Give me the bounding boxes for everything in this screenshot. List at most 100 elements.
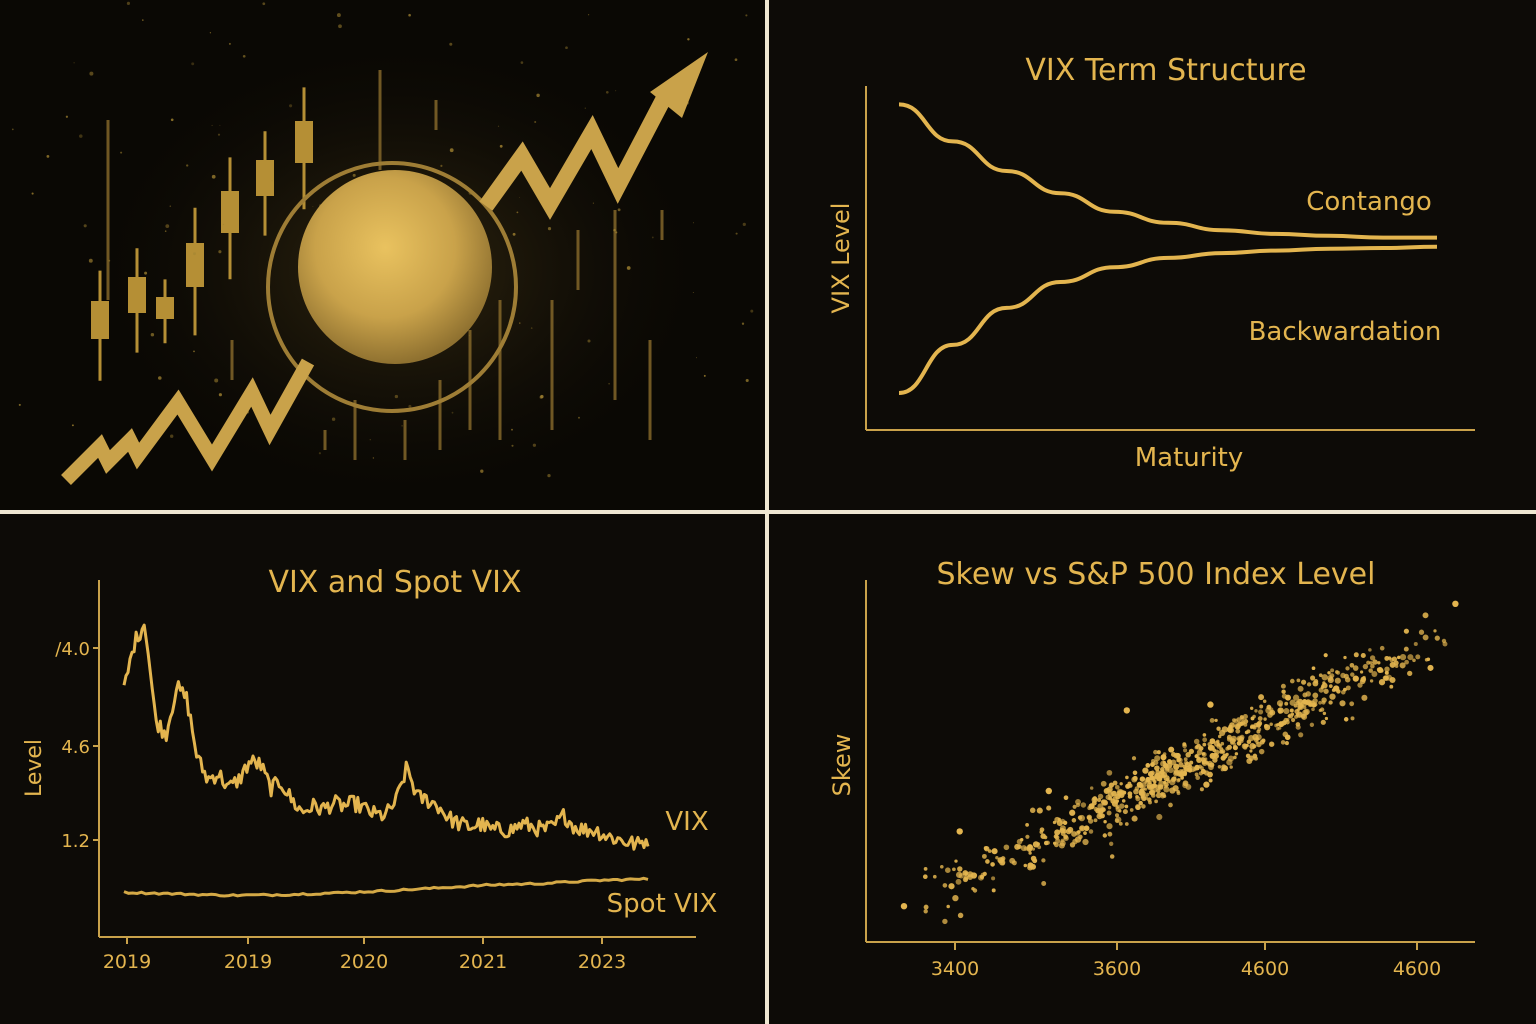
- skew-data-point: [1107, 805, 1112, 810]
- skew-data-point: [1218, 744, 1222, 748]
- skew-data-point: [1331, 688, 1336, 692]
- speckle: [372, 457, 375, 459]
- skew-data-point: [1422, 634, 1429, 641]
- skew-data-point: [1293, 703, 1298, 708]
- skew-data-point: [952, 894, 959, 902]
- skew-data-point: [1350, 716, 1355, 721]
- skew-data-point: [1248, 755, 1255, 762]
- skew-data-point: [1345, 685, 1351, 691]
- speckle: [219, 124, 221, 126]
- speckle: [318, 452, 321, 455]
- skew-data-point: [1349, 662, 1355, 668]
- skew-data-point: [1219, 749, 1224, 754]
- skew-data-point: [1188, 769, 1192, 773]
- skew-data-point: [1202, 742, 1207, 747]
- skew-data-point: [1229, 738, 1236, 745]
- skew-data-point: [1088, 829, 1094, 834]
- skew-data-point: [1343, 655, 1347, 660]
- skew-data-point: [1203, 781, 1210, 788]
- skew-data-point: [1174, 752, 1181, 759]
- speckle: [512, 232, 516, 236]
- skew-data-point: [1138, 800, 1143, 806]
- skew-data-point: [1052, 841, 1057, 845]
- skew-data-point: [1301, 679, 1307, 685]
- speckle: [587, 14, 590, 16]
- speckle: [120, 151, 123, 154]
- skew-data-point: [1237, 737, 1242, 742]
- skew-data-point: [1345, 666, 1350, 671]
- skew-data-point: [1106, 823, 1113, 830]
- skew-data-point: [922, 874, 928, 880]
- skew-data-point: [1119, 782, 1123, 786]
- skew-data-point: [1384, 666, 1390, 672]
- skew-data-point: [984, 846, 990, 852]
- skew-chart: Skew vs S&P 500 Index Level Skew 3400 360…: [828, 557, 1475, 980]
- speckle: [170, 434, 174, 438]
- skew-data-point: [1318, 700, 1322, 705]
- skew-data-point: [1057, 817, 1061, 821]
- skew-data-point: [1145, 763, 1151, 768]
- skew-data-point: [1389, 661, 1396, 668]
- skew-data-point: [1289, 699, 1296, 706]
- vix-x-tick-label: 2020: [340, 951, 388, 973]
- skew-data-point: [1256, 741, 1262, 748]
- skew-data-point: [1150, 762, 1155, 767]
- speckle: [271, 179, 273, 182]
- speckle: [165, 224, 170, 228]
- skew-data-point: [1344, 676, 1351, 683]
- skew-data-point: [948, 883, 955, 890]
- skew-data-point: [1407, 654, 1414, 661]
- skew-data-point: [1076, 830, 1081, 834]
- contango-label: Contango: [1306, 187, 1432, 217]
- rising-zigzag-left: [61, 358, 315, 485]
- skew-data-point: [1236, 717, 1242, 723]
- skew-data-point: [1427, 664, 1434, 671]
- skew-data-point: [1361, 694, 1368, 701]
- skew-data-point: [1029, 807, 1036, 814]
- skew-data-point: [991, 888, 996, 893]
- speckle: [440, 164, 443, 167]
- speckle: [242, 54, 246, 58]
- skew-data-point: [1122, 809, 1128, 815]
- skew-data-point: [1249, 743, 1256, 750]
- skew-data-point: [1059, 840, 1066, 847]
- vix-x-tick-label: 2019: [224, 951, 272, 973]
- skew-data-point: [923, 909, 928, 914]
- skew-data-point: [1311, 707, 1315, 712]
- skew-data-point: [1133, 788, 1139, 795]
- skew-data-point: [1180, 776, 1184, 780]
- skew-data-point: [1368, 648, 1372, 652]
- skew-data-point: [1173, 763, 1180, 770]
- skew-data-point: [957, 912, 964, 919]
- skew-data-point: [1182, 782, 1188, 789]
- skew-data-point: [1321, 674, 1328, 681]
- speckle: [540, 394, 544, 399]
- vix-spot-title: VIX and Spot VIX: [268, 565, 521, 600]
- skew-data-point: [1306, 682, 1312, 687]
- skew-data-point: [1045, 840, 1050, 845]
- speckle: [79, 134, 83, 138]
- speckle: [336, 13, 341, 18]
- skew-data-point: [1295, 712, 1300, 717]
- skew-data-point: [1283, 708, 1290, 715]
- skew-data-point: [923, 904, 929, 910]
- skew-data-point: [1188, 748, 1195, 755]
- candlestick-body: [186, 243, 204, 287]
- speckle: [170, 118, 174, 122]
- skew-data-point: [1183, 757, 1188, 762]
- speckle: [651, 236, 654, 239]
- skew-data-point: [1433, 629, 1437, 633]
- skew-data-point: [1131, 815, 1138, 822]
- skew-data-point: [1201, 759, 1207, 765]
- speckle: [592, 202, 594, 204]
- speckle: [289, 104, 293, 108]
- skew-data-point: [1285, 694, 1291, 701]
- skew-data-point: [1204, 757, 1208, 761]
- speckle: [71, 424, 74, 427]
- skew-data-point: [1258, 694, 1265, 701]
- skew-data-point: [1323, 653, 1328, 658]
- skew-data-point: [1031, 847, 1036, 851]
- skew-data-point: [1014, 843, 1021, 850]
- skew-data-point: [1078, 814, 1085, 822]
- skew-outlier-point: [1045, 787, 1052, 795]
